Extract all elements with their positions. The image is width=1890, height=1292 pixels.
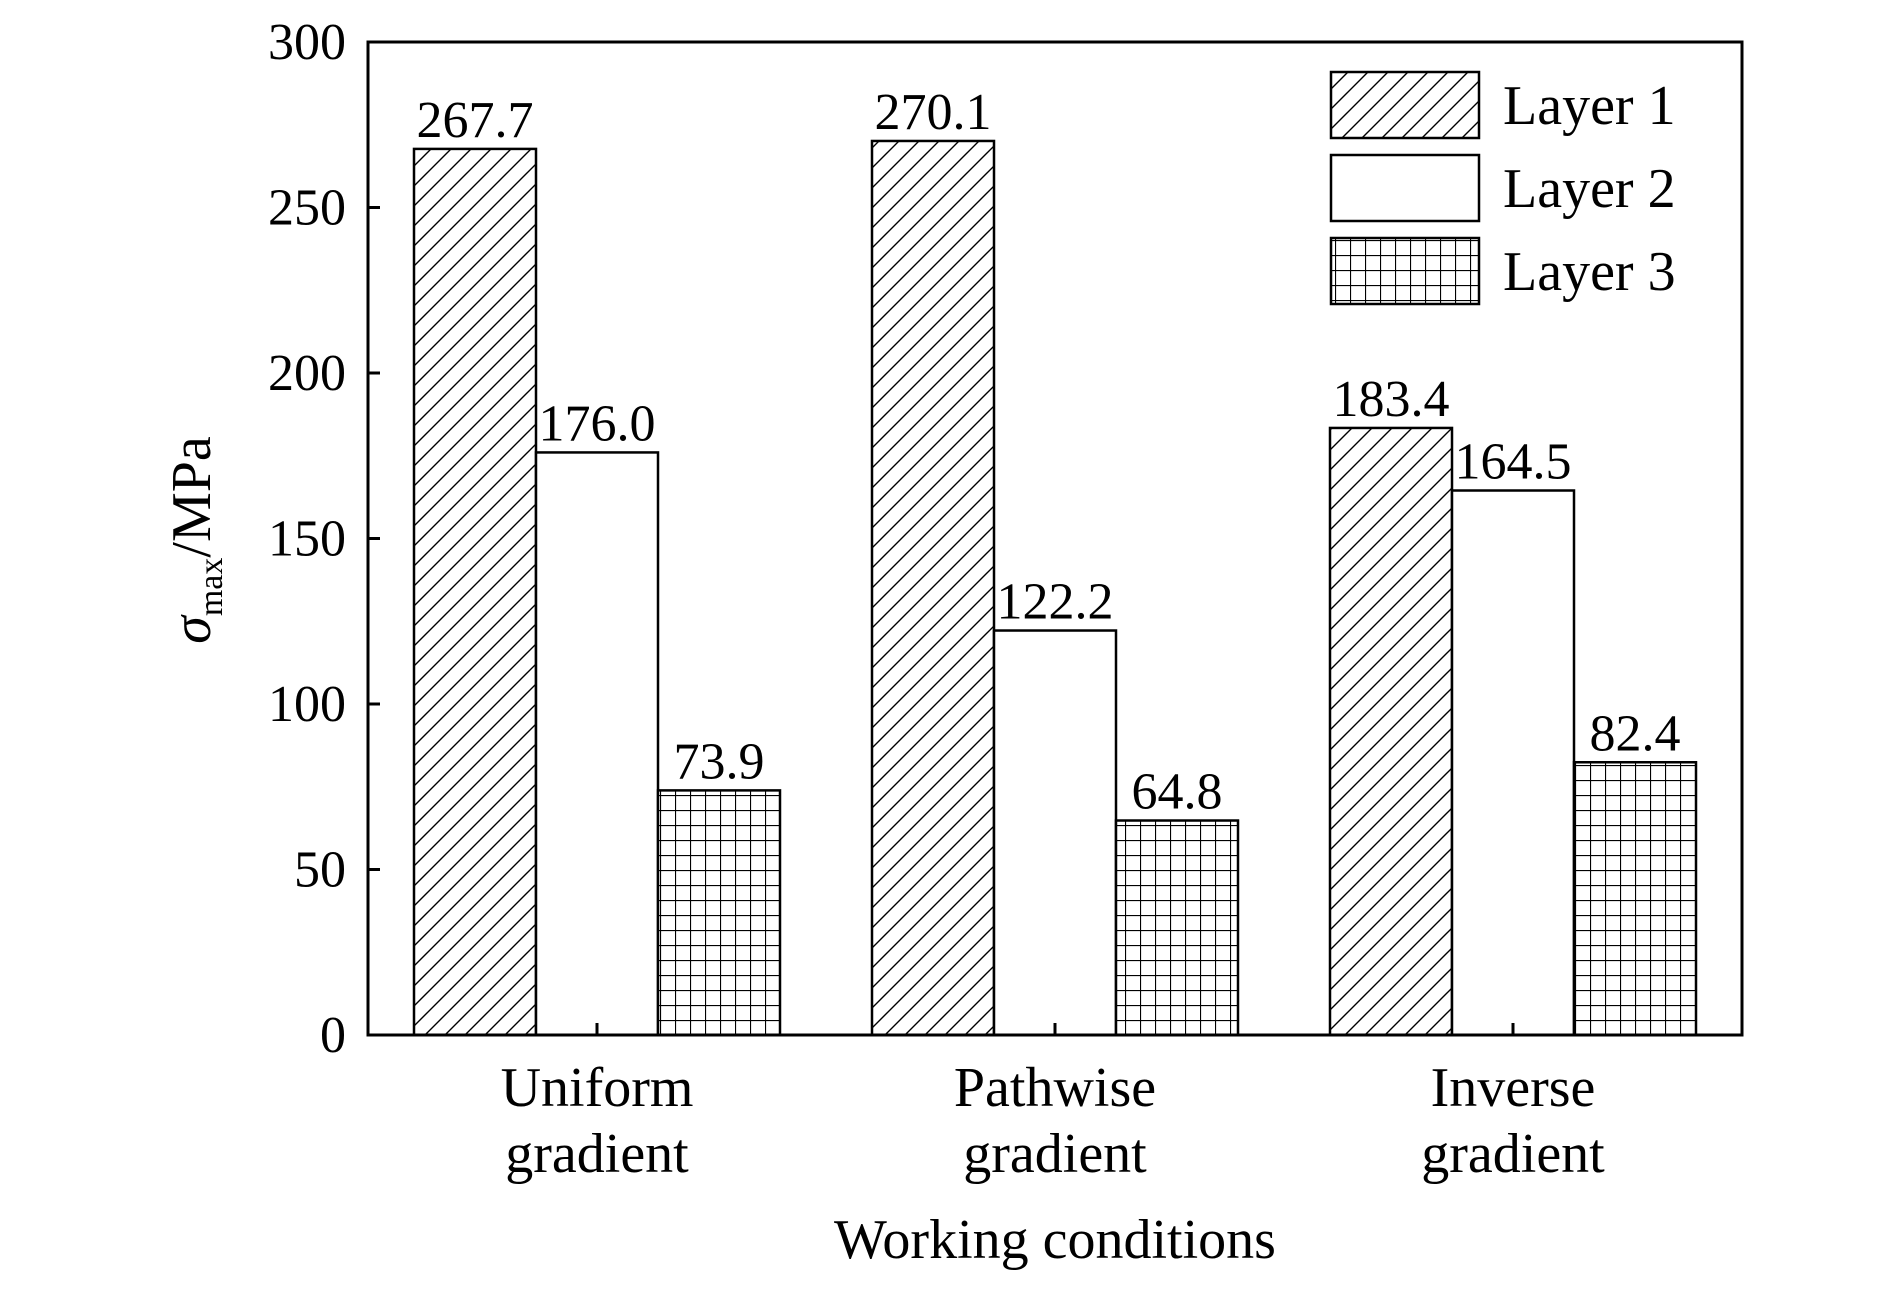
bar-layer-2-3 <box>1450 489 1576 1037</box>
data-label: 267.7 <box>417 92 534 149</box>
legend-label: Layer 3 <box>1503 241 1676 303</box>
legend-label: Layer 1 <box>1503 75 1676 137</box>
y-tick-label: 50 <box>294 842 346 899</box>
y-tick-label: 300 <box>268 14 346 71</box>
bar-layer-1-2 <box>870 139 996 1037</box>
x-tick-label: gradient <box>505 1123 689 1185</box>
data-label: 176.0 <box>539 395 656 452</box>
y-tick-label: 0 <box>320 1007 346 1064</box>
x-tick-label: Inverse <box>1431 1057 1596 1119</box>
data-label: 73.9 <box>674 733 765 790</box>
y-tick-label: 100 <box>268 676 346 733</box>
y-tick-label: 150 <box>268 511 346 568</box>
bar-layer-1-3 <box>1328 426 1454 1037</box>
y-axis-symbol: σ <box>161 614 223 644</box>
bar-layer-2-1 <box>534 451 660 1037</box>
data-label: 183.4 <box>1333 371 1450 428</box>
y-axis-subscript: max <box>193 558 230 617</box>
x-tick-label: Uniform <box>501 1057 694 1119</box>
legend-swatch-layer-2 <box>1329 153 1481 223</box>
y-axis-title: σmax/MPa <box>161 436 230 644</box>
bar-layer-3-2 <box>1114 819 1240 1037</box>
data-label: 122.2 <box>997 574 1114 631</box>
bar-layer-3-3 <box>1572 761 1698 1037</box>
data-label: 270.1 <box>875 84 992 141</box>
bar-layer-2-2 <box>992 629 1118 1037</box>
data-label: 164.5 <box>1455 434 1572 491</box>
data-label: 64.8 <box>1132 764 1223 821</box>
legend-label: Layer 2 <box>1503 158 1676 220</box>
y-tick-label: 200 <box>268 345 346 402</box>
bar-layer-1-1 <box>412 147 538 1037</box>
x-tick-label: gradient <box>963 1123 1147 1185</box>
data-label: 82.4 <box>1590 705 1681 762</box>
x-tick-label: gradient <box>1421 1123 1605 1185</box>
legend-swatch-layer-1 <box>1329 70 1481 140</box>
y-tick-label: 250 <box>268 180 346 237</box>
x-tick-label: Pathwise <box>954 1057 1156 1119</box>
bar-layer-3-1 <box>656 789 782 1037</box>
x-axis-title: Working conditions <box>834 1209 1276 1271</box>
y-axis-unit: /MPa <box>161 436 223 557</box>
legend-swatch-layer-3 <box>1329 236 1481 306</box>
